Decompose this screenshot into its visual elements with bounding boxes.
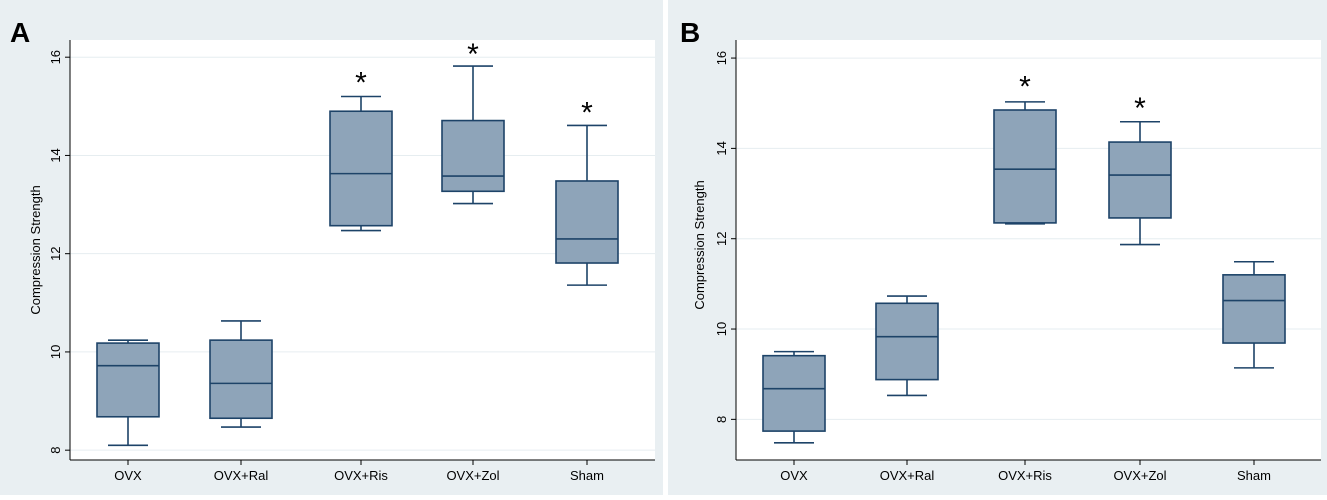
panel-a-x-tick-label: OVX	[114, 468, 142, 483]
panel-b-box-sham	[1222, 260, 1286, 369]
panel-b-y-tick-label: 16	[714, 51, 729, 65]
panel-b-x-tick-label: OVX+Ris	[998, 468, 1052, 483]
panel-a-y-tick-label: 10	[48, 345, 63, 359]
panel-a-label: A	[10, 17, 30, 48]
iqr-box	[555, 180, 619, 264]
panel-a: * * * 8 10 12 14 16 OVX OVX+Ral OVX+Ris OVX+Zol Sha…	[0, 0, 663, 495]
panel-a-x-tick-label: OVX+Zol	[446, 468, 499, 483]
panel-a-box-ovx	[96, 339, 160, 447]
panel-b-y-tick-label: 10	[714, 322, 729, 336]
panel-a-box-ovx-ral	[209, 320, 273, 428]
panel-a-y-tick-label: 16	[48, 50, 63, 64]
panel-a-axes: 8 10 12 14 16 OVX OVX+Ral OVX+Ris OVX+Zol Sham	[48, 40, 655, 483]
panel-a-significance-marker: *	[581, 96, 593, 129]
panel-a-y-tick-label: 8	[48, 447, 63, 454]
panel-a-box-sham	[555, 124, 619, 286]
panel-a-y-tick-label: 12	[48, 246, 63, 260]
panel-a-boxes: * * *	[96, 38, 619, 447]
iqr-box	[441, 119, 505, 193]
panel-b-significance-marker: *	[1134, 92, 1146, 125]
panel-b-x-tick-label: OVX+Zol	[1113, 468, 1166, 483]
panel-b-y-tick-label: 12	[714, 231, 729, 245]
panel-b-box-ovx-ral	[875, 295, 939, 397]
iqr-box	[875, 302, 939, 381]
panel-a-x-tick-label: Sham	[570, 468, 604, 483]
iqr-box	[1222, 274, 1286, 344]
iqr-box	[1108, 141, 1172, 219]
panel-a-y-tick-label: 14	[48, 148, 63, 162]
iqr-box	[209, 339, 273, 420]
panel-b-y-tick-label: 8	[714, 416, 729, 423]
panel-b-axes: 8 10 12 14 16 OVX OVX+Ral OVX+Ris OVX+Zol Sham	[714, 40, 1321, 483]
panel-b-significance-marker: *	[1019, 70, 1031, 103]
panel-b-box-ovx-zol	[1108, 120, 1172, 246]
iqr-box	[762, 354, 826, 432]
panel-b-x-tick-label: OVX+Ral	[880, 468, 935, 483]
panel-b-x-tick-label: OVX	[780, 468, 808, 483]
iqr-box	[96, 342, 160, 418]
panel-a-significance-marker: *	[355, 66, 367, 99]
panel-a-box-ovx-zol	[441, 65, 505, 205]
iqr-box	[329, 110, 393, 227]
panel-b-box-ovx-ris	[993, 101, 1057, 225]
panel-b-label: B	[680, 17, 700, 48]
panel-a-x-tick-label: OVX+Ris	[334, 468, 388, 483]
panel-b-box-ovx	[762, 350, 826, 444]
panel-a-significance-marker: *	[467, 38, 479, 71]
panel-b-y-tick-label: 14	[714, 141, 729, 155]
panel-b-x-tick-label: Sham	[1237, 468, 1271, 483]
iqr-box	[993, 109, 1057, 224]
panel-b-boxes: **	[762, 70, 1286, 444]
panel-b-y-axis-label: Compression Strength	[692, 180, 707, 309]
panel-a-x-tick-label: OVX+Ral	[214, 468, 269, 483]
panel-a-box-ovx-ris	[329, 95, 393, 232]
panel-a-y-axis-label: Compression Strength	[28, 185, 43, 314]
